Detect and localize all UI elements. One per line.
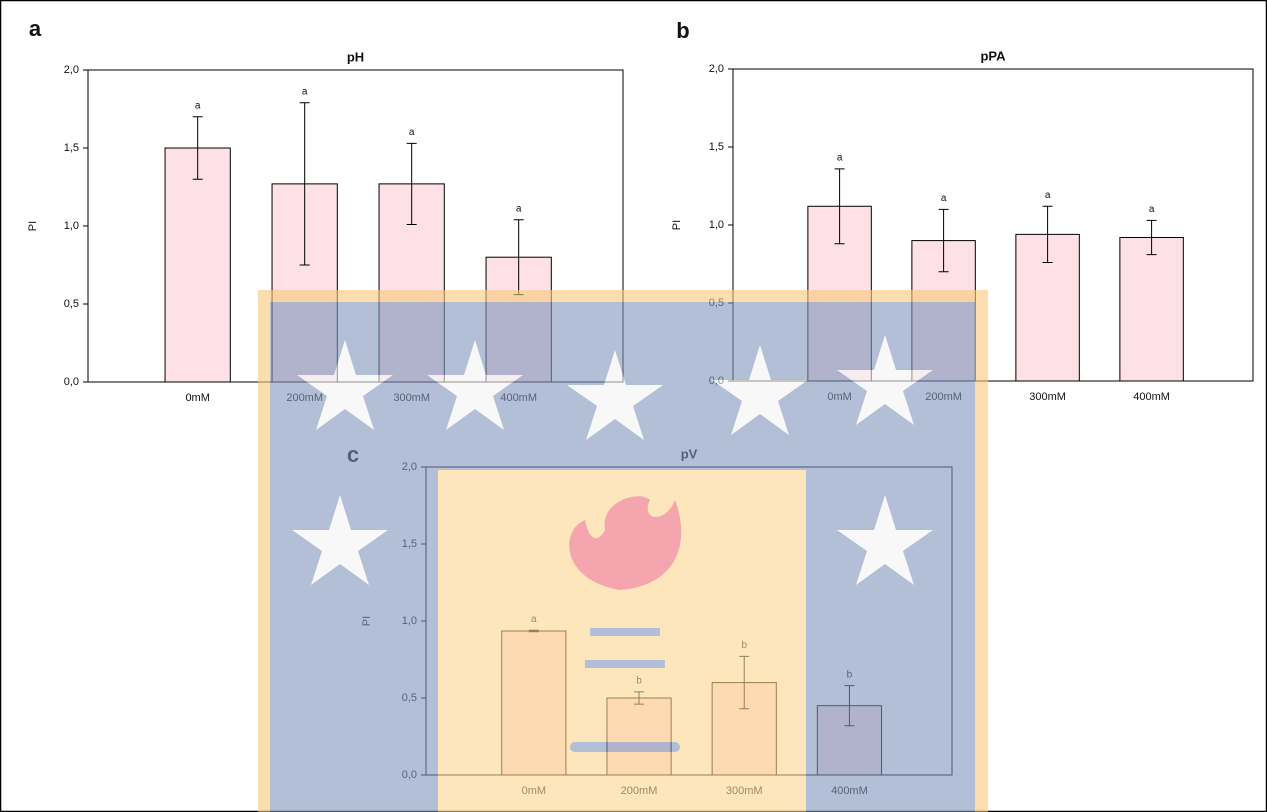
y-tick-label: 1,5 bbox=[709, 141, 724, 153]
significance-label: a bbox=[837, 152, 843, 163]
significance-label: b bbox=[847, 669, 853, 680]
chart-title: pPA bbox=[980, 48, 1006, 63]
y-axis-label: PI bbox=[361, 616, 373, 626]
y-tick-label: 2,0 bbox=[402, 461, 417, 473]
chart: a pH PI 0,0 0,5 1,0 1,5 2,0 a 0mM a 200mM a 300mM a 400… bbox=[0, 0, 1267, 812]
significance-label: a bbox=[531, 614, 537, 625]
significance-label: a bbox=[1149, 204, 1155, 215]
x-tick-label: 300mM bbox=[726, 785, 763, 797]
significance-label: a bbox=[302, 86, 308, 97]
x-tick-label: 0mM bbox=[827, 391, 851, 403]
bar bbox=[607, 698, 671, 775]
x-tick-label: 400mM bbox=[831, 785, 868, 797]
bar bbox=[1120, 237, 1183, 381]
y-tick-label: 1,5 bbox=[64, 142, 79, 154]
x-tick-label: 0mM bbox=[522, 785, 546, 797]
y-tick-label: 2,0 bbox=[709, 63, 724, 75]
bar bbox=[165, 148, 230, 382]
y-tick-label: 0,0 bbox=[64, 376, 79, 388]
y-tick-label: 1,0 bbox=[402, 615, 417, 627]
significance-label: a bbox=[1045, 190, 1051, 201]
significance-label: b bbox=[636, 675, 642, 686]
chart-title: pV bbox=[681, 446, 698, 461]
x-tick-label: 300mM bbox=[1029, 391, 1066, 403]
y-tick-label: 0,0 bbox=[709, 375, 724, 387]
panel-label: b bbox=[676, 18, 689, 43]
x-tick-label: 200mM bbox=[621, 785, 658, 797]
panel-label: a bbox=[29, 16, 42, 41]
y-axis-label: PI bbox=[27, 221, 39, 231]
y-tick-label: 0,5 bbox=[402, 692, 417, 704]
y-tick-label: 0,0 bbox=[402, 769, 417, 781]
x-tick-label: 200mM bbox=[286, 392, 323, 404]
y-axis-label: PI bbox=[671, 220, 683, 230]
significance-label: b bbox=[741, 640, 747, 651]
significance-label: a bbox=[516, 203, 522, 214]
significance-label: a bbox=[409, 127, 415, 138]
x-tick-label: 0mM bbox=[185, 392, 209, 404]
bar bbox=[502, 631, 566, 775]
frame bbox=[1, 1, 1267, 812]
y-tick-label: 2,0 bbox=[64, 64, 79, 76]
y-tick-label: 0,5 bbox=[709, 297, 724, 309]
figure: a pH PI 0,0 0,5 1,0 1,5 2,0 a 0mM a 200mM a 300mM a 400… bbox=[0, 0, 1267, 812]
y-tick-label: 1,0 bbox=[64, 220, 79, 232]
y-tick-label: 1,0 bbox=[709, 219, 724, 231]
y-tick-label: 0,5 bbox=[64, 298, 79, 310]
x-tick-label: 400mM bbox=[1133, 391, 1170, 403]
y-tick-label: 1,5 bbox=[402, 538, 417, 550]
panel-label: c bbox=[347, 442, 359, 467]
x-tick-label: 400mM bbox=[500, 392, 537, 404]
x-tick-label: 300mM bbox=[393, 392, 430, 404]
significance-label: a bbox=[195, 100, 201, 111]
significance-label: a bbox=[941, 193, 947, 204]
chart-title: pH bbox=[347, 49, 364, 64]
x-tick-label: 200mM bbox=[925, 391, 962, 403]
